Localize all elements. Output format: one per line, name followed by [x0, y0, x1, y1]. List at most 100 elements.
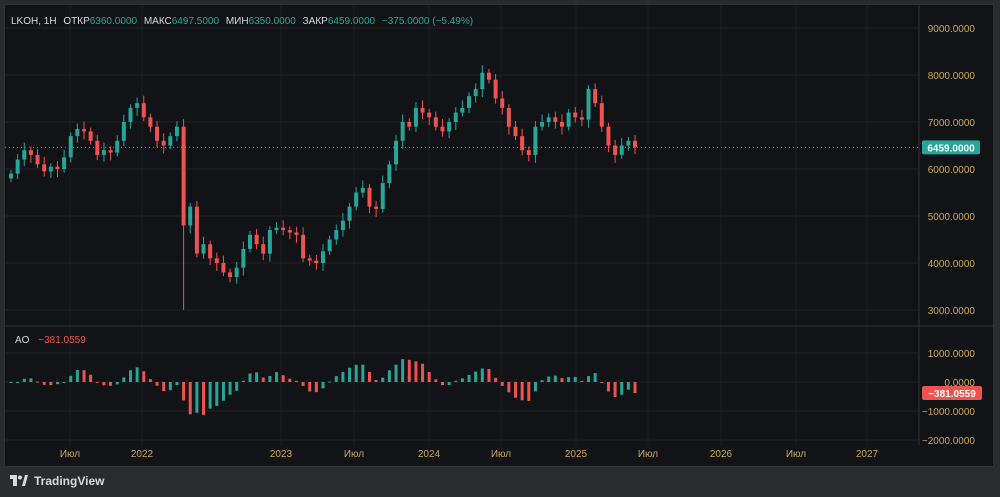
candle-body	[101, 150, 106, 155]
ao-bar	[215, 382, 219, 406]
candle-body	[287, 230, 292, 233]
candle-body	[626, 140, 631, 146]
candle-body	[407, 122, 412, 127]
ao-bar	[567, 377, 571, 382]
ao-bar	[600, 382, 604, 383]
ao-bar	[255, 372, 259, 382]
candle-body	[559, 122, 564, 127]
candle-body	[473, 89, 478, 97]
candle-body	[347, 206, 352, 221]
ao-bar	[248, 373, 252, 382]
candle-body	[88, 131, 93, 141]
candle-body	[427, 112, 432, 118]
candle-body	[188, 206, 193, 226]
ao-bar	[394, 364, 398, 382]
candle-body	[354, 192, 359, 207]
ao-bar	[308, 382, 312, 392]
candle-body	[513, 126, 518, 137]
candle-body	[540, 122, 545, 127]
chart-canvas[interactable]: 9000.0000 8000.0000 7000.0000 6000.0000 5000…	[5, 5, 993, 466]
open-value: 6360.0000	[89, 16, 138, 27]
candle-body	[82, 129, 87, 132]
candle-body	[108, 150, 113, 153]
ao-bar	[89, 374, 93, 382]
ao-bar	[75, 369, 79, 382]
candle-body	[566, 112, 571, 127]
ao-bar	[480, 368, 484, 382]
ao-bar	[228, 382, 232, 395]
candle-body	[228, 272, 233, 278]
candle-body	[394, 140, 399, 165]
ao-bar	[633, 382, 637, 394]
ao-bar	[36, 381, 40, 383]
candle-body	[433, 117, 438, 127]
ao-bar	[407, 359, 411, 382]
ao-bar	[387, 370, 391, 382]
candle-body	[307, 258, 312, 261]
grid-lines	[5, 5, 919, 445]
candle-body	[281, 227, 286, 231]
ao-bar	[487, 369, 491, 382]
candle-body	[387, 164, 392, 184]
price-tag-label: 6459.0000	[927, 143, 975, 154]
ao-bar	[447, 382, 451, 386]
branding[interactable]: TradingView	[10, 472, 104, 490]
brand-name: TradingView	[34, 474, 105, 488]
ao-bar	[321, 382, 325, 389]
candle-body	[301, 234, 306, 259]
candle-body	[613, 145, 618, 155]
time-tick-label: 2025	[565, 449, 588, 460]
candle-body	[447, 122, 452, 132]
ao-bar	[294, 380, 298, 382]
ao-bar	[188, 382, 192, 415]
candle-body	[48, 166, 53, 172]
candle-body	[334, 230, 339, 240]
candle-body	[500, 98, 505, 108]
candle-body	[221, 263, 226, 273]
candle-body	[480, 72, 485, 90]
candle-body	[294, 232, 299, 235]
price-tick-label: 6000.0000	[928, 165, 976, 176]
candle-body	[453, 112, 458, 122]
candle-body	[274, 227, 279, 231]
ao-bar	[55, 382, 59, 385]
candle-body	[168, 136, 173, 146]
candle-body	[155, 126, 160, 141]
ao-bar	[301, 382, 305, 386]
ao-bar	[474, 371, 478, 382]
ao-bar	[268, 375, 272, 382]
candle-body	[420, 107, 425, 113]
time-tick-label: Июл	[491, 449, 511, 460]
candle-body	[194, 206, 199, 254]
ao-bar	[626, 382, 630, 390]
candle-body	[148, 117, 153, 127]
price-tick-label: 3000.0000	[928, 306, 976, 317]
ao-bar	[128, 370, 132, 382]
time-tick-label: Июл	[786, 449, 806, 460]
high-value: 6497.5000	[171, 16, 220, 27]
symbol-label[interactable]: LKOH, 1Н	[11, 16, 57, 27]
ao-tag: −381.0559	[922, 386, 982, 401]
ao-bar	[62, 382, 66, 383]
candle-body	[579, 117, 584, 120]
candle-body	[214, 258, 219, 263]
ao-tick-label: 1000.0000	[928, 349, 976, 360]
time-tick-label: Июл	[638, 449, 658, 460]
candle-body	[586, 89, 591, 120]
candle-body	[201, 244, 206, 254]
ao-name[interactable]: AO	[15, 335, 30, 346]
ao-bar	[288, 378, 292, 382]
ao-bar	[281, 375, 285, 382]
tradingview-logo-icon	[10, 475, 28, 486]
ao-bar	[162, 382, 166, 392]
ao-bar	[142, 371, 146, 382]
ao-bar	[135, 367, 139, 382]
time-tick-label: 2022	[131, 449, 154, 460]
candle-body	[115, 140, 120, 153]
candle-body	[380, 183, 385, 209]
price-tick-label: 9000.0000	[928, 24, 976, 35]
chart-pane[interactable]: 9000.0000 8000.0000 7000.0000 6000.0000 5000…	[4, 4, 994, 467]
ao-bar	[241, 380, 245, 382]
ao-bar	[235, 382, 239, 391]
ao-bar	[560, 378, 564, 382]
